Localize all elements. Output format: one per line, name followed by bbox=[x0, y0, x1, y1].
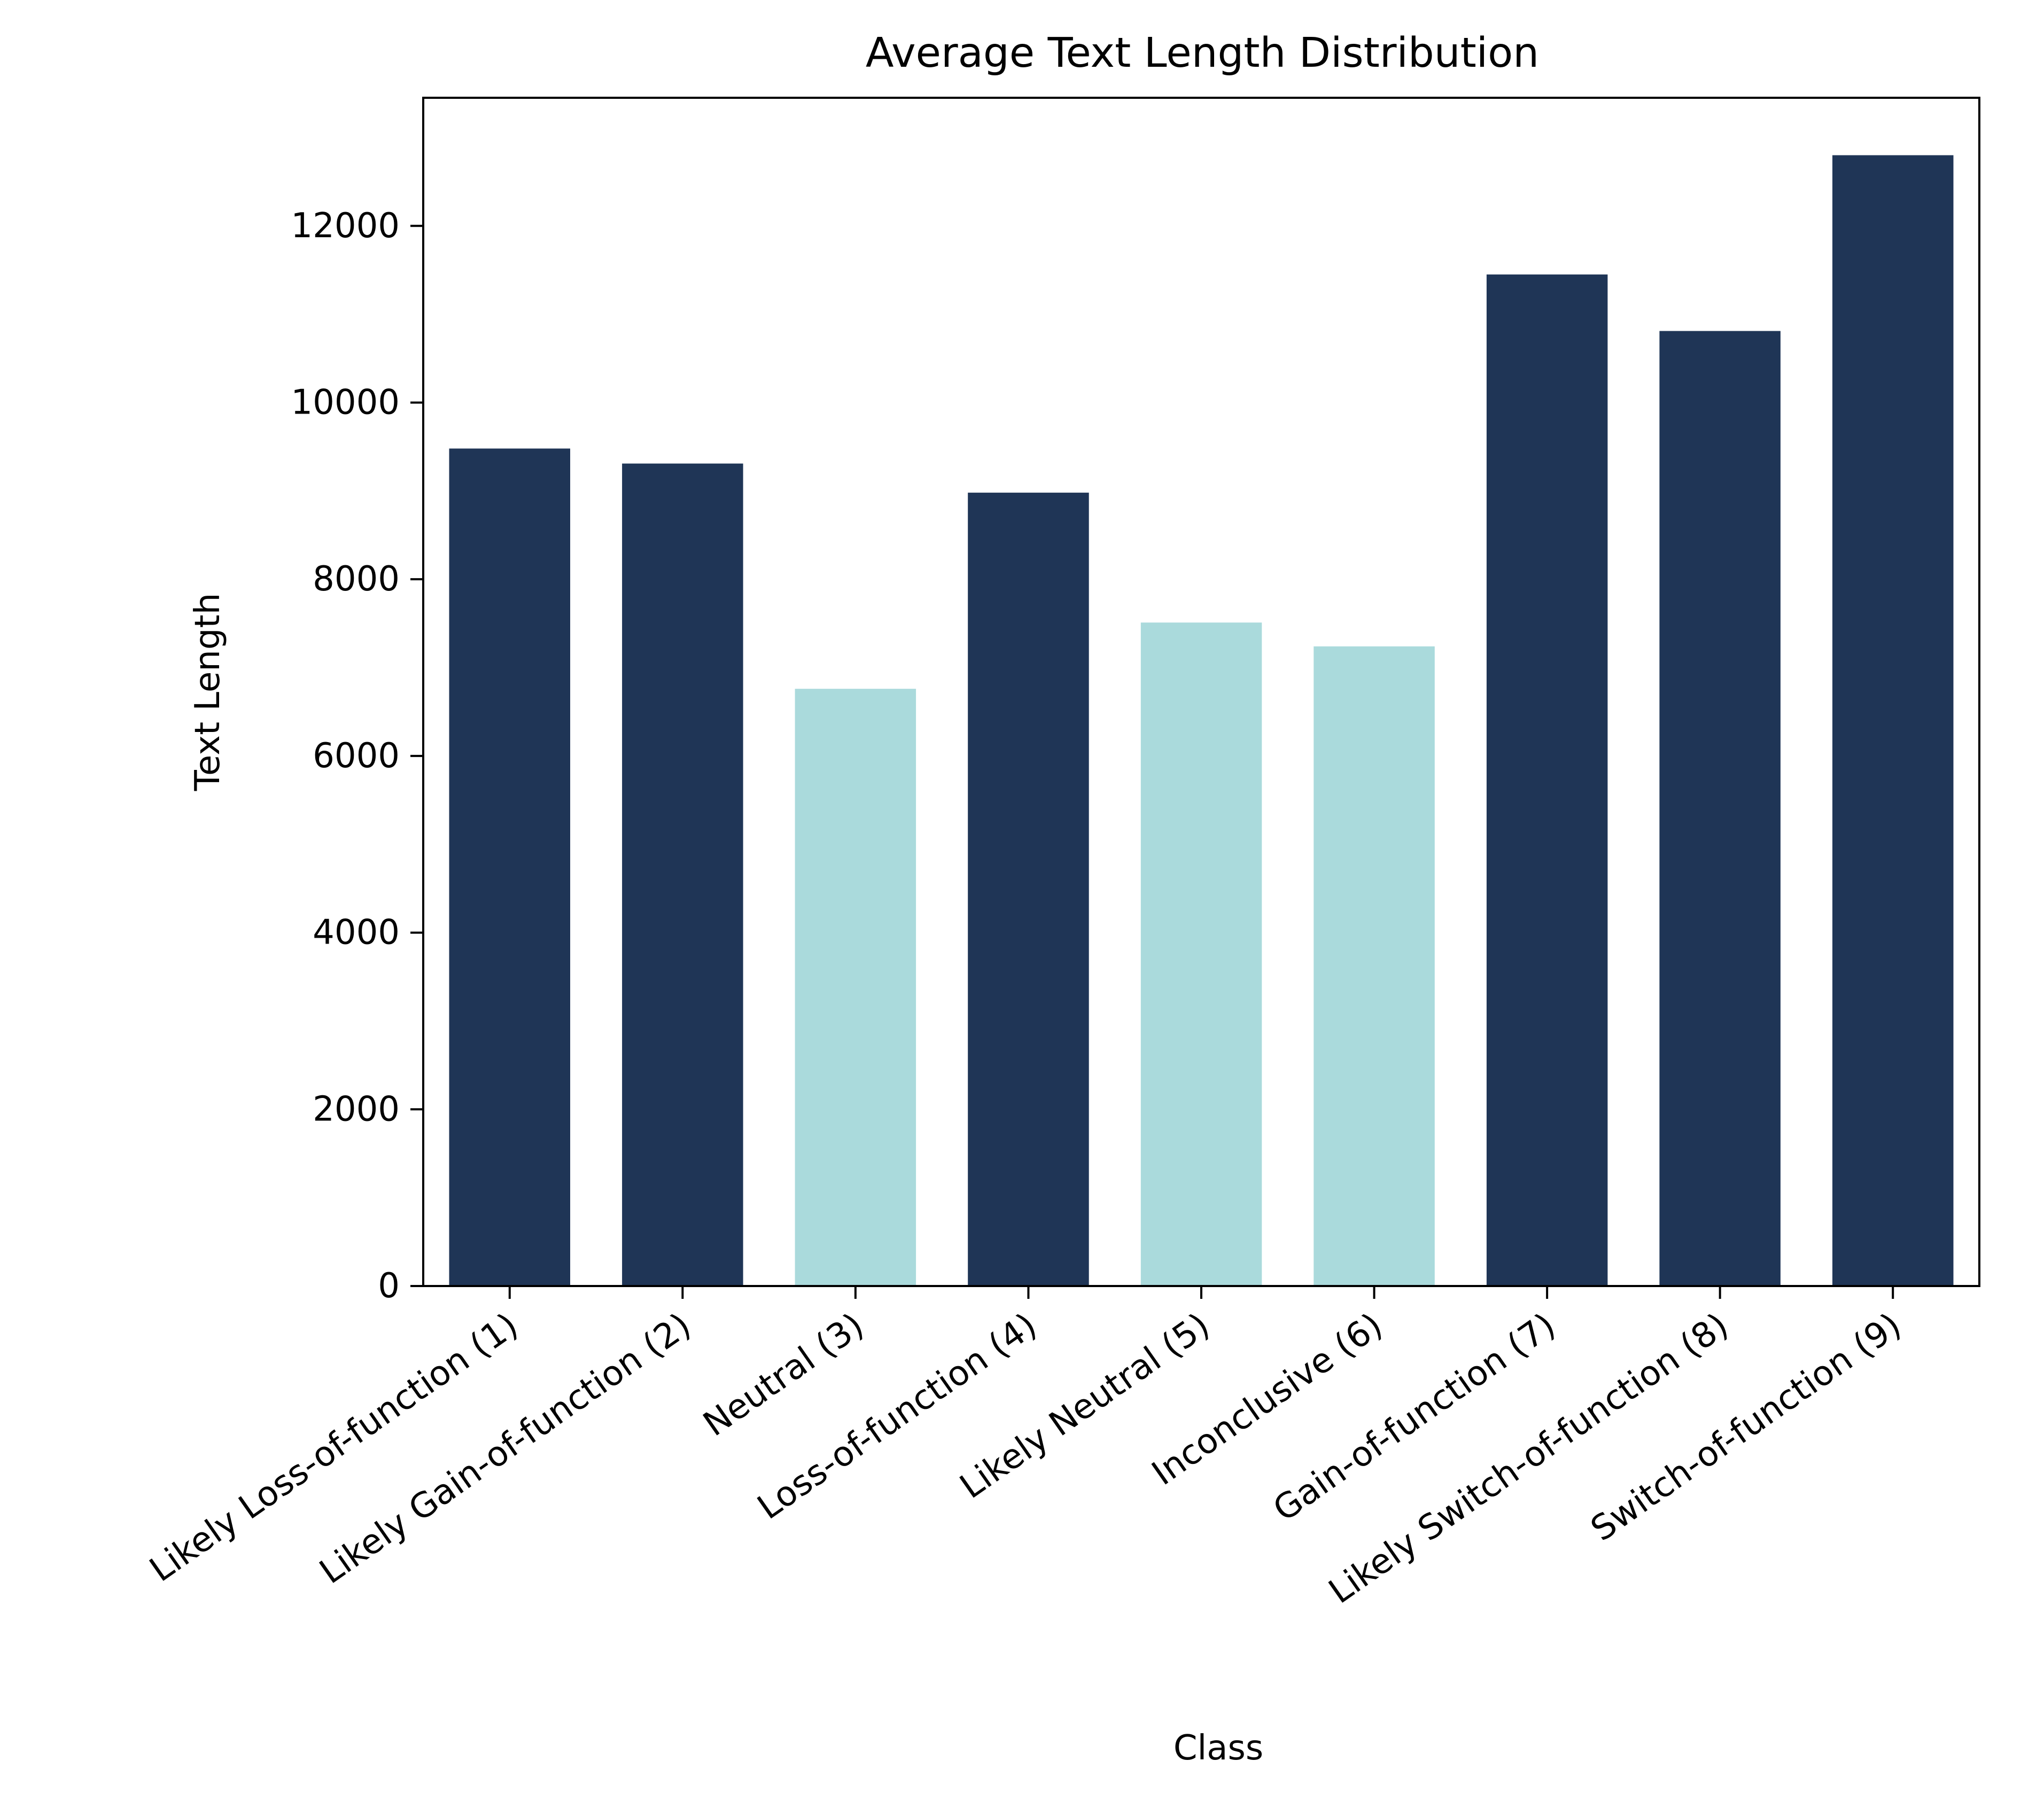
y-tick-label: 2000 bbox=[313, 1089, 400, 1129]
x-tick-label: Gain-of-function (7) bbox=[1266, 1305, 1563, 1529]
bar-2 bbox=[622, 463, 743, 1286]
bar-8 bbox=[1659, 331, 1781, 1286]
bars bbox=[449, 155, 1954, 1287]
x-tick-label: Switch-of-function (9) bbox=[1584, 1305, 1908, 1549]
chart-title: Average Text Length Distribution bbox=[866, 29, 1539, 77]
y-tick-label: 6000 bbox=[313, 736, 400, 776]
y-tick-label: 8000 bbox=[313, 559, 400, 599]
x-axis-ticks: Likely Loss-of-function (1)Likely Gain-o… bbox=[143, 1286, 1908, 1611]
x-tick-label: Loss-of-function (4) bbox=[751, 1305, 1044, 1527]
y-tick-label: 12000 bbox=[291, 206, 400, 246]
y-axis-ticks: 0 2000 4000 6000 8000 10000 12000 bbox=[291, 206, 423, 1306]
bar-3 bbox=[795, 689, 916, 1286]
bar-6 bbox=[1314, 646, 1435, 1286]
y-axis-label: Text Length bbox=[188, 593, 228, 792]
bar-9 bbox=[1832, 155, 1954, 1286]
y-tick-label: 10000 bbox=[291, 383, 400, 422]
bar-4 bbox=[968, 493, 1089, 1286]
y-tick-label: 0 bbox=[378, 1266, 400, 1306]
bar-7 bbox=[1486, 274, 1608, 1287]
y-tick-label: 4000 bbox=[313, 913, 400, 953]
x-axis-label: Class bbox=[1173, 1728, 1263, 1768]
bar-1 bbox=[449, 448, 570, 1286]
x-tick-label: Neutral (3) bbox=[696, 1305, 871, 1444]
bar-5 bbox=[1140, 622, 1262, 1286]
